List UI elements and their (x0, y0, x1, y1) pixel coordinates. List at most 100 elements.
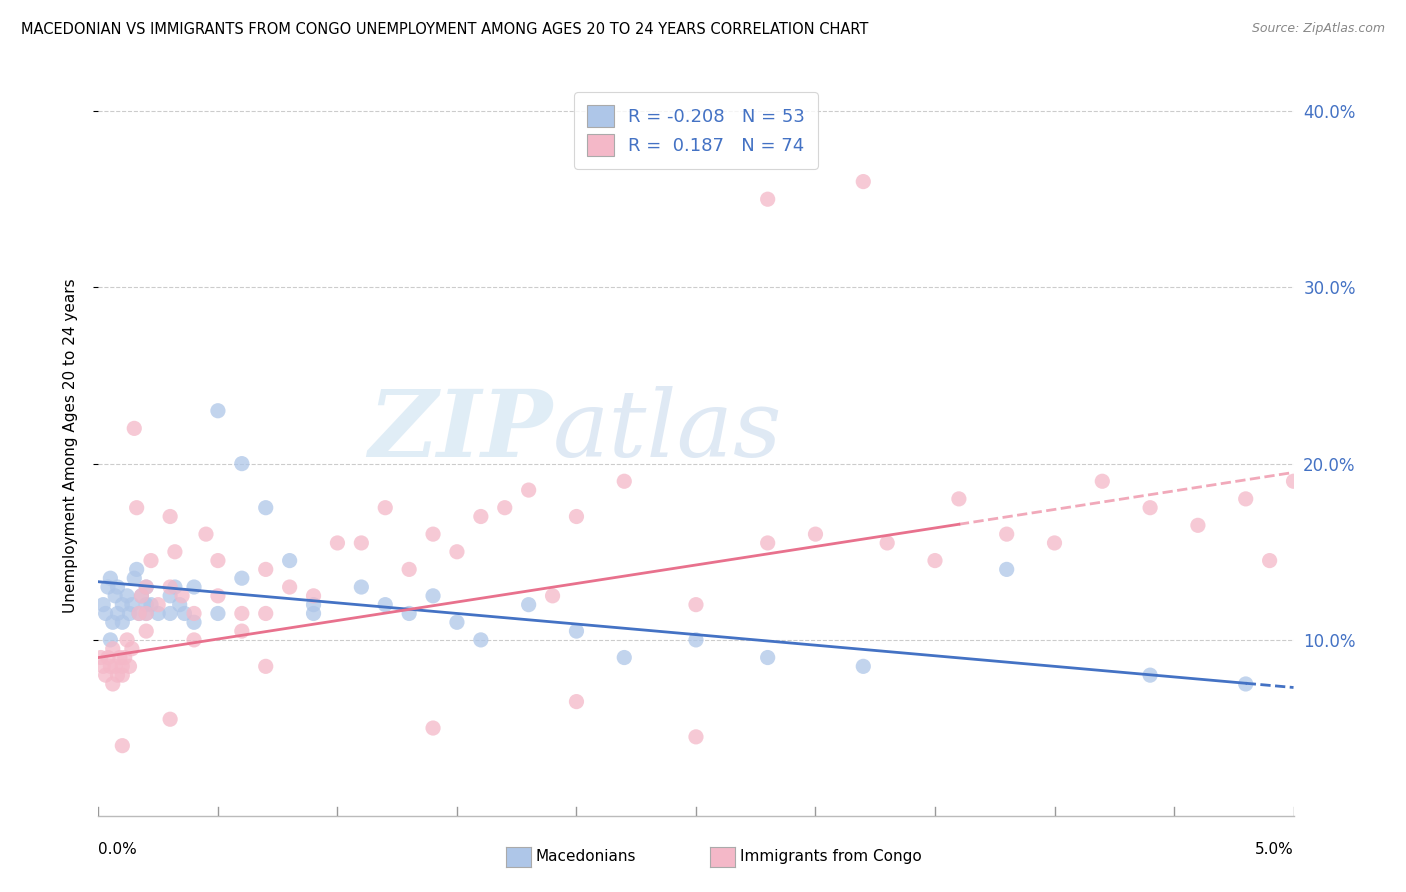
Point (924, 553, 946, 567)
Point (183, 580, 205, 594)
Point (852, 175, 875, 189)
Point (183, 607, 205, 621)
Point (97, 580, 120, 594)
Point (94, 607, 117, 621)
Point (128, 607, 150, 621)
Point (565, 509, 588, 524)
Point (1187, 518, 1209, 533)
Point (302, 598, 325, 612)
Point (278, 580, 301, 594)
Point (173, 607, 195, 621)
Point (541, 589, 564, 603)
Point (125, 562, 148, 576)
Point (207, 553, 229, 567)
Point (1258, 553, 1281, 567)
Point (111, 598, 134, 612)
Point (207, 607, 229, 621)
Point (398, 607, 420, 621)
Point (139, 553, 162, 567)
Point (183, 615, 205, 630)
Point (804, 527, 827, 541)
Point (159, 607, 181, 621)
Y-axis label: Unemployment Among Ages 20 to 24 years: Unemployment Among Ages 20 to 24 years (63, 278, 77, 614)
Point (115, 589, 138, 603)
Point (172, 589, 194, 603)
Point (231, 457, 253, 471)
Point (350, 536, 373, 550)
Point (685, 632, 707, 647)
Point (163, 545, 186, 559)
Point (159, 589, 181, 603)
Point (111, 615, 134, 630)
Point (1234, 491, 1257, 506)
Point (159, 580, 181, 594)
Text: Immigrants from Congo: Immigrants from Congo (740, 849, 921, 863)
Point (422, 721, 444, 735)
Point (517, 483, 540, 497)
Point (111, 739, 134, 753)
Point (565, 695, 588, 709)
Point (685, 598, 707, 612)
Point (121, 598, 143, 612)
Point (326, 536, 349, 550)
Text: ZIP: ZIP (368, 386, 553, 476)
Point (254, 607, 277, 621)
Point (125, 500, 148, 515)
Point (135, 580, 157, 594)
Point (1091, 475, 1114, 489)
Point (124, 421, 146, 435)
Text: Source: ZipAtlas.com: Source: ZipAtlas.com (1251, 22, 1385, 36)
Point (756, 192, 779, 206)
Point (350, 580, 373, 594)
Point (494, 500, 516, 515)
Point (101, 615, 124, 630)
Point (94, 668, 117, 682)
Point (231, 624, 253, 639)
Point (231, 607, 253, 621)
Point (148, 598, 170, 612)
Point (995, 562, 1018, 576)
Point (98, 659, 122, 673)
Text: 5.0%: 5.0% (1254, 842, 1294, 857)
Point (118, 607, 141, 621)
Point (613, 650, 636, 665)
Point (446, 615, 468, 630)
Point (374, 598, 396, 612)
Point (101, 677, 124, 691)
Point (254, 659, 277, 673)
Point (1139, 668, 1161, 682)
Point (107, 607, 129, 621)
Point (111, 668, 134, 682)
Point (104, 589, 127, 603)
Point (121, 641, 143, 656)
Point (108, 650, 131, 665)
Point (111, 659, 134, 673)
Text: atlas: atlas (553, 386, 782, 476)
Point (398, 562, 420, 576)
Point (169, 598, 191, 612)
Point (135, 580, 157, 594)
Point (517, 598, 540, 612)
Point (90, 650, 112, 665)
Point (135, 598, 157, 612)
Point (163, 580, 186, 594)
Point (135, 607, 157, 621)
Point (948, 491, 970, 506)
Text: Macedonians: Macedonians (536, 849, 636, 863)
Point (91, 659, 114, 673)
Point (995, 527, 1018, 541)
Point (91, 598, 114, 612)
Point (756, 536, 779, 550)
Point (278, 553, 301, 567)
Point (374, 500, 396, 515)
Point (685, 730, 707, 744)
Point (613, 475, 636, 489)
Point (195, 527, 218, 541)
Point (107, 668, 129, 682)
Point (98, 571, 122, 585)
Point (131, 589, 153, 603)
Point (128, 607, 150, 621)
Point (302, 589, 325, 603)
Point (231, 571, 253, 585)
Point (207, 403, 229, 417)
